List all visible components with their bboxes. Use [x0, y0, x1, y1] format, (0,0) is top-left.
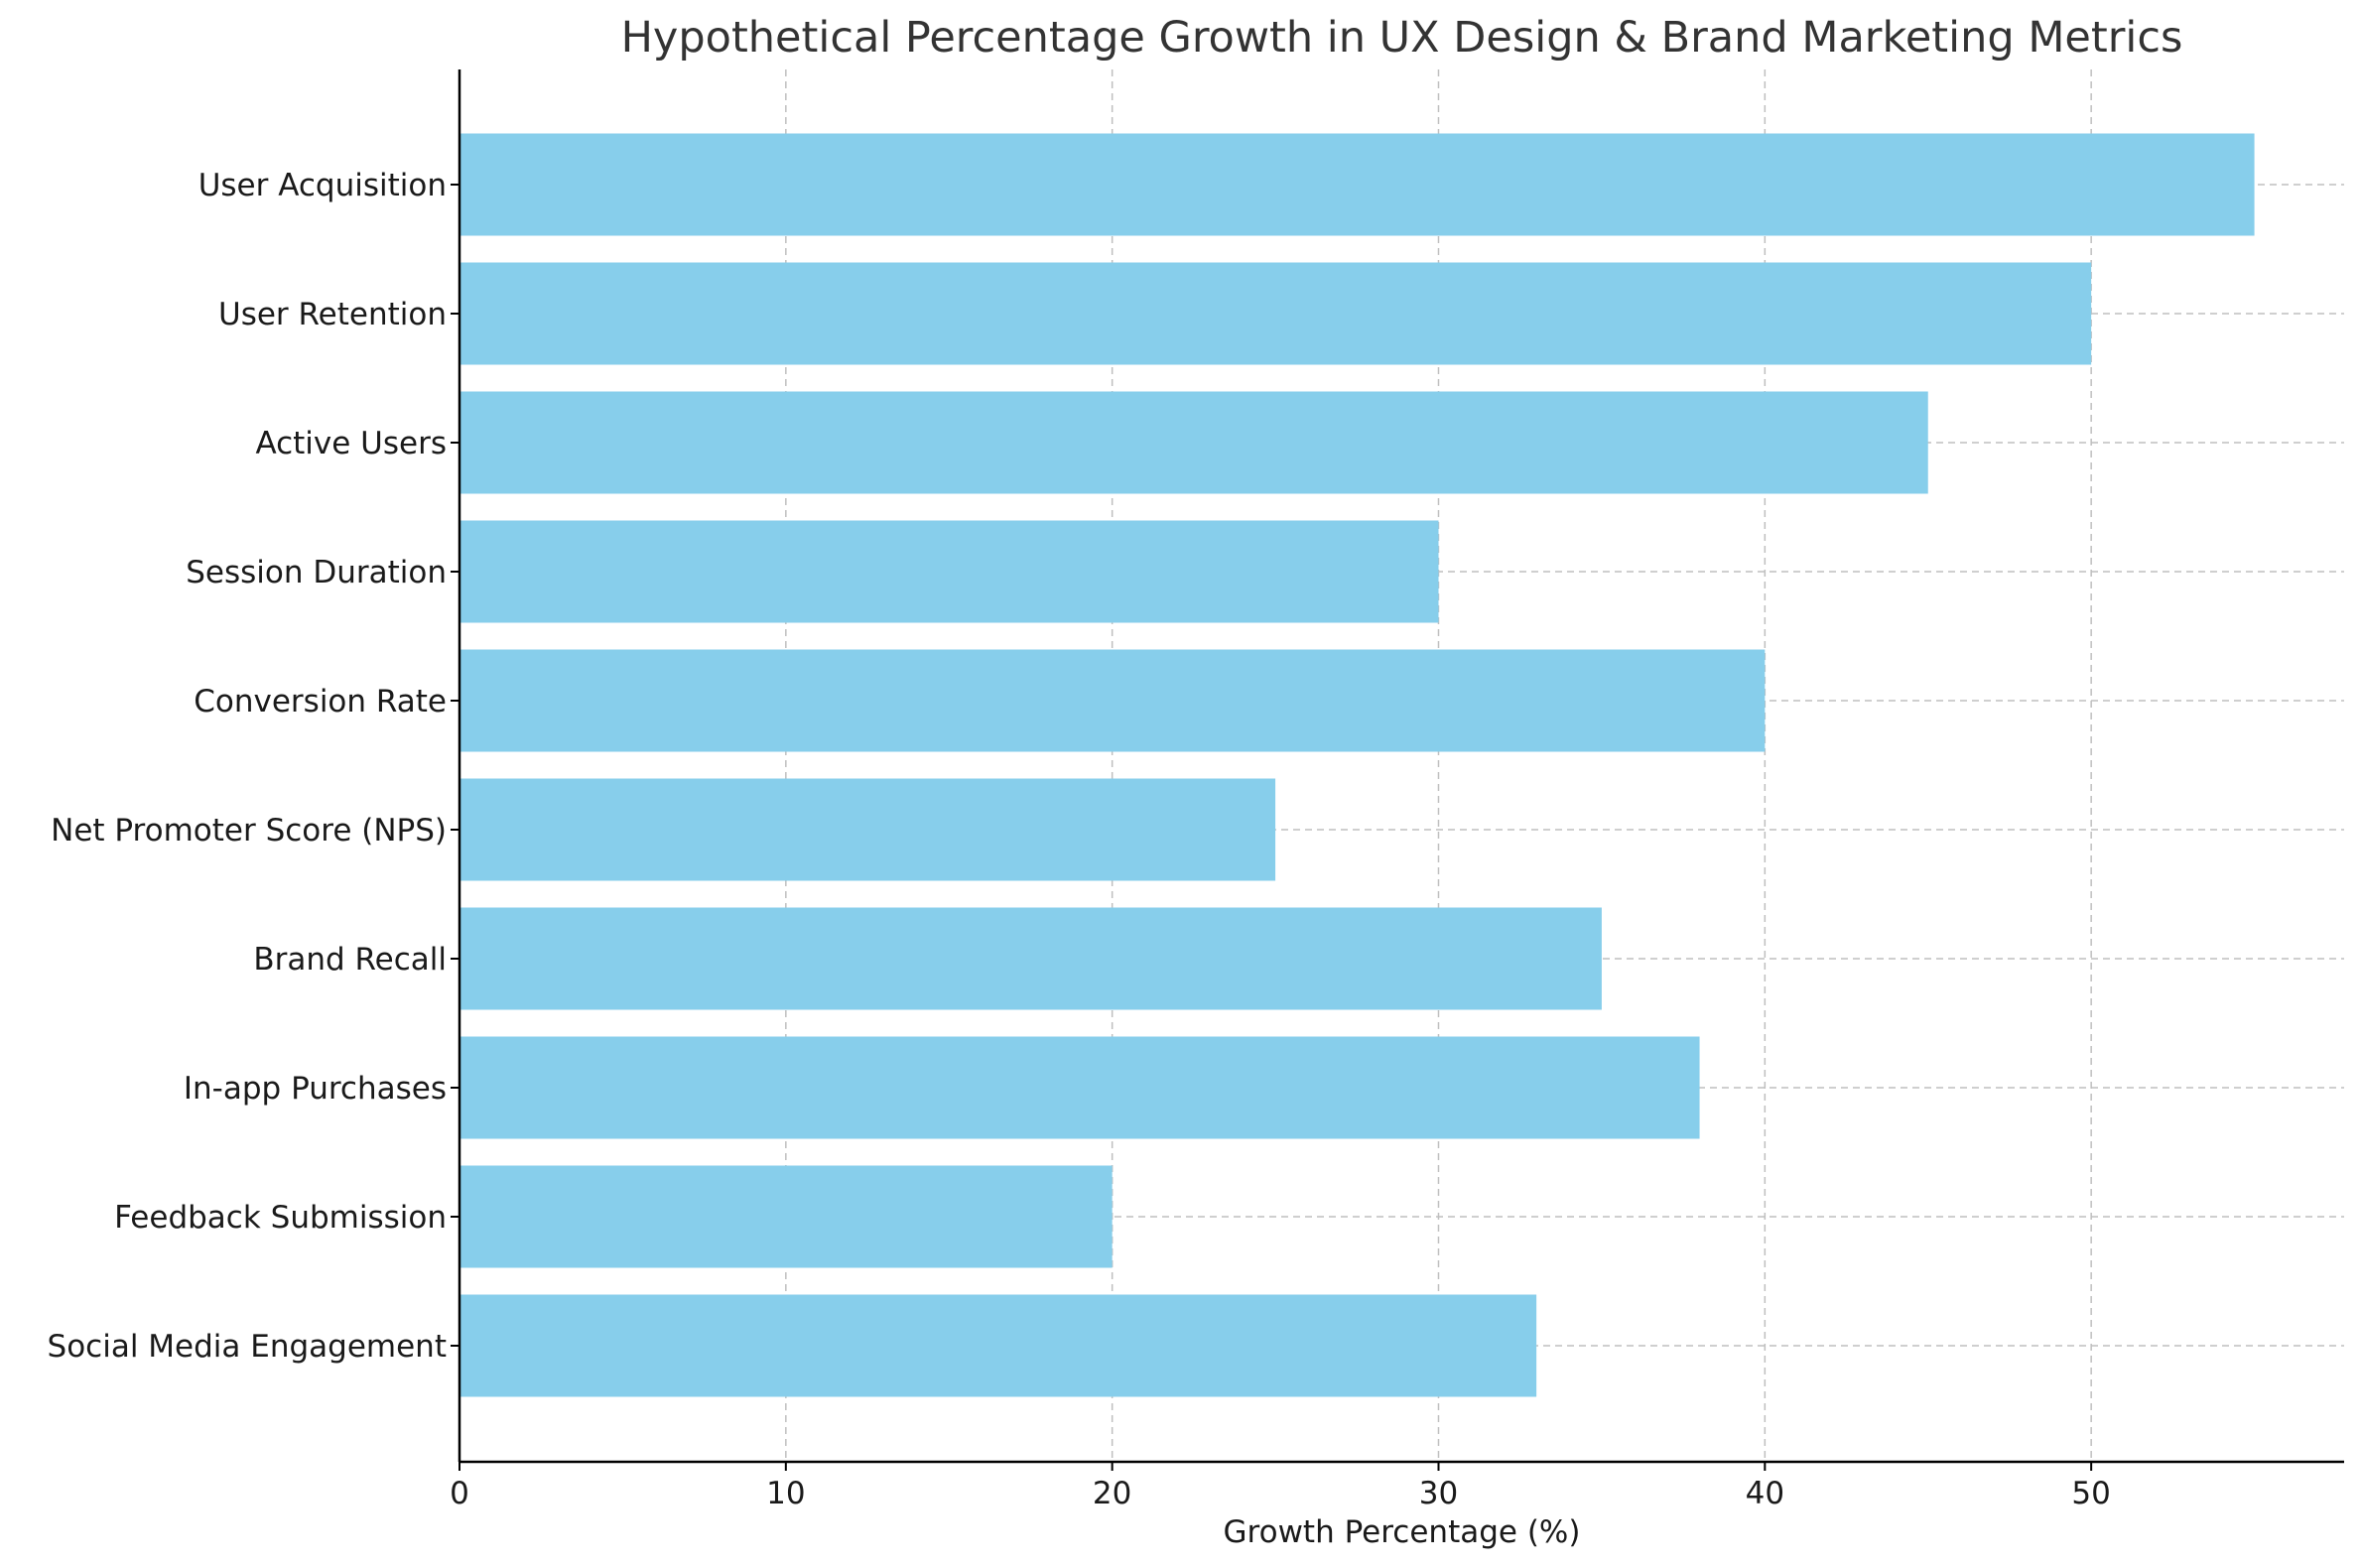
y-tick-label: Brand Recall [253, 942, 447, 978]
x-tick-label: 40 [1746, 1476, 1784, 1511]
y-tick-label: Session Duration [186, 555, 447, 590]
y-tick-label: Active Users [255, 426, 447, 461]
bar-user-retention [459, 262, 2092, 365]
bar-user-acquisition [459, 133, 2255, 236]
x-tick-label: 0 [450, 1476, 469, 1511]
axes [451, 69, 2344, 1471]
x-tick-label: 10 [766, 1476, 805, 1511]
bar-active-users [459, 391, 1928, 494]
bars [459, 133, 2255, 1397]
bar-conversion-rate [459, 649, 1766, 752]
y-tick-label: User Retention [218, 297, 447, 332]
x-tick-label: 20 [1093, 1476, 1131, 1511]
y-tick-labels: User Acquisition User Retention Active Use… [48, 168, 447, 1365]
bar-social-media-engagement [459, 1294, 1537, 1397]
x-tick-label: 30 [1419, 1476, 1458, 1511]
x-axis-label: Growth Percentage (%) [1224, 1514, 1581, 1550]
y-tick-label: Conversion Rate [194, 684, 447, 719]
bar-brand-recall [459, 907, 1602, 1010]
y-tick-label: Net Promoter Score (NPS) [51, 813, 447, 849]
bar-net-promoter-score-nps [459, 778, 1276, 881]
x-tick-labels: 0 10 20 30 40 50 [450, 1476, 2111, 1511]
y-tick-label: Social Media Engagement [48, 1329, 447, 1365]
bar-in-app-purchases [459, 1036, 1700, 1139]
y-tick-label: Feedback Submission [114, 1200, 447, 1236]
y-tick-label: User Acquisition [198, 168, 447, 203]
y-tick-label: In-app Purchases [184, 1071, 447, 1107]
bar-session-duration [459, 520, 1439, 623]
x-tick-label: 50 [2071, 1476, 2110, 1511]
chart-title: Hypothetical Percentage Growth in UX Des… [621, 13, 2183, 63]
bar-feedback-submission [459, 1165, 1113, 1268]
